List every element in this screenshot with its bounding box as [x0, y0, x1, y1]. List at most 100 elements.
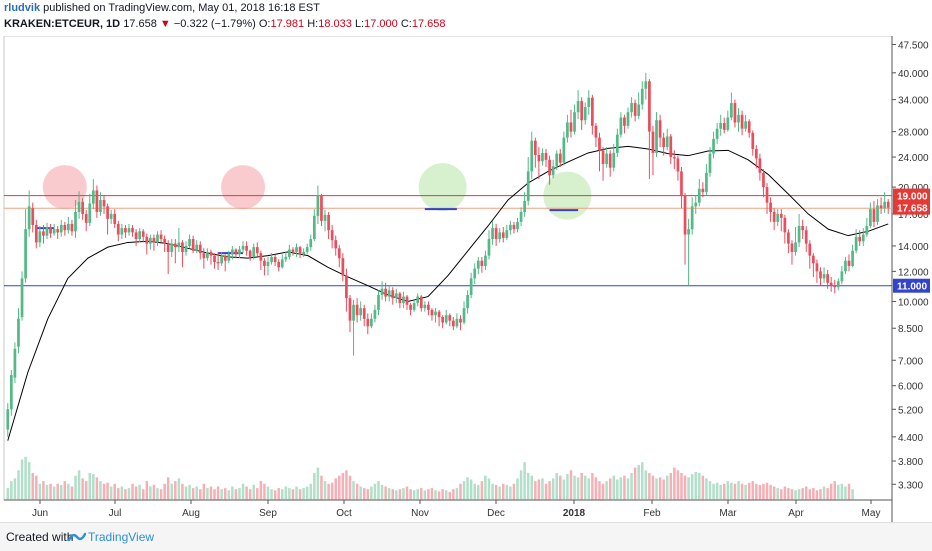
candle-body [448, 315, 452, 321]
candle-body [291, 249, 295, 252]
price-chart[interactable]: 47.50040.00034.00028.00024.00020.00017.0… [0, 36, 932, 522]
candle-body [537, 155, 541, 162]
volume-bar [266, 486, 270, 500]
volume-bar [405, 486, 409, 500]
candle-body [409, 304, 412, 310]
candle-body [815, 263, 819, 272]
candle-body [640, 88, 644, 105]
volume-bar [291, 489, 295, 500]
volume-bar [708, 481, 712, 500]
candle-body [159, 234, 163, 240]
candle-body [81, 201, 84, 214]
volume-bar [131, 483, 134, 500]
candle-body [690, 206, 694, 230]
volume-bar [534, 481, 537, 500]
volume-bar [395, 490, 398, 500]
volume-bar [412, 490, 416, 500]
x-tick-label: Feb [643, 508, 661, 519]
volume-bar [17, 470, 20, 500]
last-price: 17.658 [123, 18, 157, 30]
candle-body [576, 101, 580, 113]
candle-body [106, 206, 109, 219]
candle-body [608, 153, 612, 168]
volume-bar [49, 483, 52, 500]
volume-bar [77, 470, 81, 500]
volume-bar [665, 475, 669, 500]
volume-bar [448, 491, 452, 500]
candle-body [31, 208, 35, 225]
author-name[interactable]: rludvik [4, 2, 41, 14]
volume-bar [209, 486, 213, 500]
open-label: O: [258, 18, 271, 30]
y-tick-label: 47.500 [898, 40, 929, 51]
candle-body [533, 140, 537, 156]
volume-bar [530, 475, 534, 500]
candle-body [648, 81, 651, 132]
volume-bar [484, 475, 487, 500]
candle-body [558, 153, 562, 163]
candle-body [879, 205, 883, 209]
volume-bar [270, 489, 273, 500]
candle-body [587, 97, 591, 108]
candle-body [120, 228, 124, 235]
candle-body [591, 97, 594, 126]
volume-bar [231, 486, 234, 500]
volume-bar [398, 489, 402, 500]
volume-bar [84, 481, 88, 500]
candle-body [530, 140, 534, 172]
candle-body [384, 288, 387, 297]
candle-body [797, 225, 801, 243]
volume-bar [177, 478, 181, 500]
volume-bar [726, 481, 730, 500]
y-tick-label: 34.000 [898, 96, 929, 107]
volume-bar [106, 482, 109, 500]
volume-bar [598, 481, 601, 500]
candle-body [394, 293, 398, 299]
candle-body [869, 209, 872, 226]
highlight-circle [418, 163, 467, 212]
candle-body [598, 137, 601, 151]
volume-bar [562, 479, 566, 500]
candle-body [84, 213, 88, 223]
volume-bar [238, 488, 241, 500]
volume-bar [259, 481, 263, 500]
volume-bar [441, 489, 444, 500]
candle-body [865, 225, 869, 235]
volume-bar [38, 483, 42, 500]
candle-body [459, 318, 462, 323]
candle-body [24, 229, 27, 279]
high-label: H: [307, 18, 319, 30]
candle-body [765, 187, 769, 203]
volume-bar [409, 489, 412, 500]
highlight-circle [42, 165, 87, 210]
candle-body [416, 296, 420, 304]
volume-bar [427, 489, 430, 500]
price-label-text: 11.000 [897, 282, 927, 293]
candle-body [819, 271, 822, 279]
volume-bar [769, 484, 772, 500]
volume-bar [698, 473, 701, 500]
candle-body [366, 318, 370, 327]
candle-body [184, 245, 188, 252]
x-tick-label: Oct [336, 508, 352, 519]
candle-body [341, 258, 345, 276]
volume-bar [787, 488, 790, 500]
candle-body [662, 137, 666, 148]
candle-body [377, 294, 380, 310]
volume-bar [655, 478, 658, 500]
volume-bar [195, 486, 198, 500]
volume-bar [505, 484, 509, 500]
candle-body [109, 213, 113, 219]
volume-bar [523, 462, 526, 500]
y-tick-label: 17.000 [898, 210, 929, 221]
candle-body [248, 250, 252, 257]
volume-bar [31, 473, 34, 500]
volume-bar [637, 464, 640, 500]
volume-bar [616, 479, 619, 500]
candle-body [345, 275, 348, 299]
volume-bar [551, 478, 555, 500]
volume-bar [733, 483, 737, 500]
candle-body [762, 172, 765, 188]
volume-bar [305, 486, 309, 500]
tradingview-brand[interactable]: TradingView [88, 530, 155, 544]
